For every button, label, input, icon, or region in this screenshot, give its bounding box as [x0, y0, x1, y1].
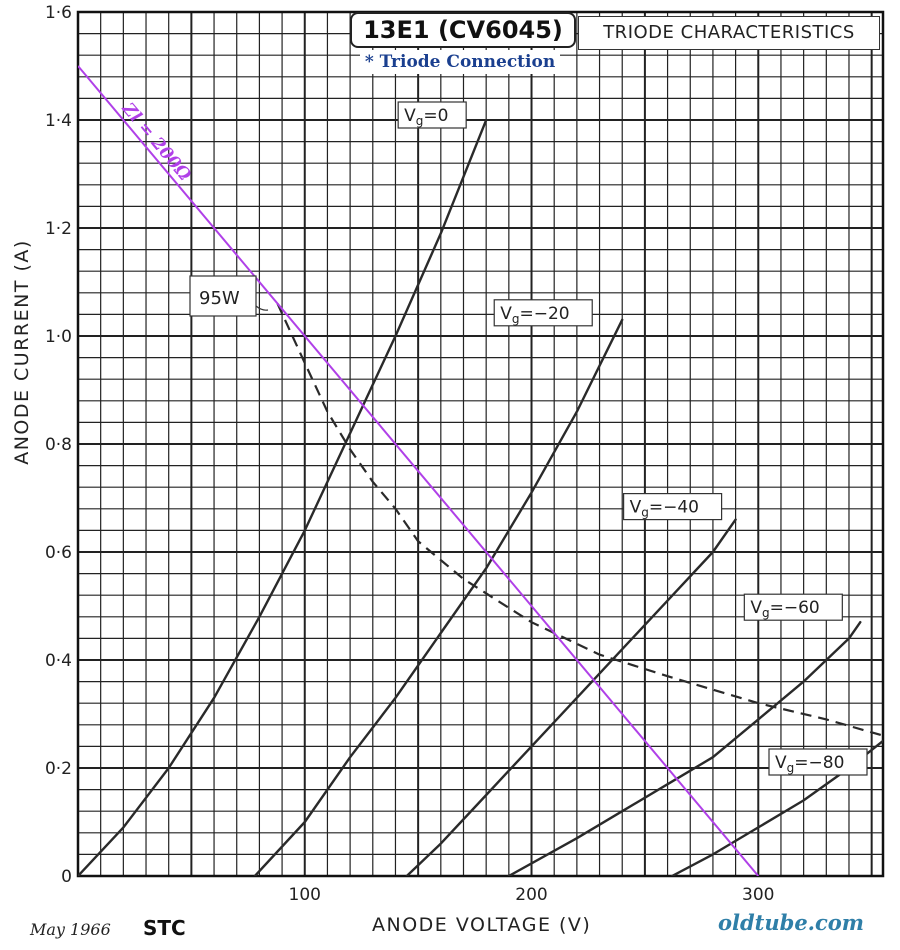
series-label-text: Vg=0 [404, 106, 448, 128]
series-label-vg-0: Vg=0 [397, 101, 467, 129]
y-tick-label: 0 [61, 867, 72, 887]
series-label-box [493, 299, 593, 327]
chart-title: 13E1 (CV6045) [350, 12, 576, 48]
y-tick-label: 1·0 [45, 327, 72, 347]
series-label-vg-60: Vg=−60 [743, 593, 843, 621]
y-tick-label: 1·6 [45, 3, 72, 23]
y-tick-label: 0·6 [45, 543, 72, 563]
series-label-text: Vg=−40 [630, 498, 699, 520]
series-label-text: Vg=−60 [750, 598, 819, 620]
series-label-text: Vg=−80 [775, 753, 844, 775]
series-label-text: Vg=−20 [500, 304, 569, 326]
chart-grid [78, 12, 883, 876]
series-label-vg-40: Vg=−40 [623, 493, 723, 521]
y-axis-label: ANODE CURRENT (A) [11, 239, 33, 465]
dissipation-layer [276, 303, 883, 737]
publication-date: May 1966 [30, 920, 111, 939]
dissipation-label-leader [255, 305, 269, 311]
y-tick-label: 1·2 [45, 219, 72, 239]
series-label-vg-20: Vg=−20 [493, 299, 593, 327]
x-tick-label: 300 [742, 885, 774, 905]
curve-vg-0 [78, 118, 488, 876]
dissipation-label-box [189, 275, 257, 317]
dissipation-label-text: 95W [199, 288, 240, 309]
load-line [78, 65, 760, 876]
y-tick-label: 1·4 [45, 111, 72, 131]
series-layer [78, 118, 883, 876]
series-label-vg-80: Vg=−80 [768, 748, 868, 776]
axis-tick-labels: 100 200 300 0 0·2 0·4 0·6 0·8 1·0 1·2 1·4 1·6 [45, 3, 775, 905]
x-tick-label: 200 [515, 885, 547, 905]
connection-note: * Triode Connection [360, 50, 560, 74]
dissipation-label: 95W [189, 275, 269, 317]
series-label-box [768, 748, 868, 776]
y-tick-label: 0·2 [45, 759, 72, 779]
curve-vg-20 [253, 318, 624, 876]
series-label-box [623, 493, 723, 521]
y-tick-label: 0·8 [45, 435, 72, 455]
chart-subtitle: TRIODE CHARACTERISTICS [578, 16, 880, 50]
source-watermark: oldtube.com [718, 910, 865, 935]
series-label-box [397, 101, 467, 129]
x-axis-label: ANODE VOLTAGE (V) [372, 914, 592, 936]
load-line-layer [78, 65, 760, 876]
max-dissipation-curve [276, 303, 883, 737]
x-tick-label: 100 [289, 885, 321, 905]
y-tick-label: 0·4 [45, 651, 72, 671]
curve-vg-40 [405, 518, 737, 876]
series-label-box [743, 593, 843, 621]
manufacturer-logo: STC [143, 916, 186, 940]
curve-vg-60 [507, 621, 862, 876]
